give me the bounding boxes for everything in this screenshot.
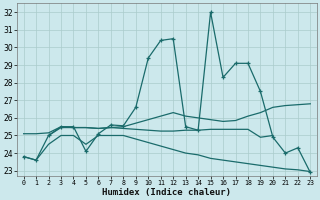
X-axis label: Humidex (Indice chaleur): Humidex (Indice chaleur) (102, 188, 231, 197)
